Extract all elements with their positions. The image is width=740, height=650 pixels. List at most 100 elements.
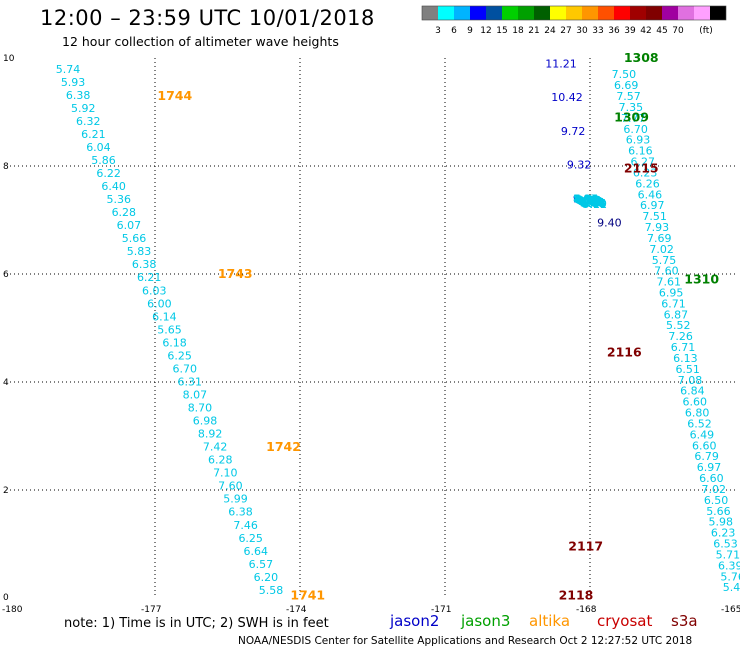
wave-height-point: 5.55	[582, 197, 607, 210]
wave-height-point: 7.69	[647, 232, 672, 245]
wave-height-point: 6.85	[578, 195, 603, 208]
pass-number-label: 1309	[614, 109, 649, 124]
wave-height-point: 7.02	[649, 243, 674, 256]
wave-height-point: 5.71	[716, 548, 740, 561]
wave-height-point: 6.67	[579, 196, 604, 209]
color-scale-legend: 3 6 9 12 15 18 21 24 27 30 33 36 39 42 45 70 (ft)	[421, 5, 727, 36]
wave-height-point: 5.93	[61, 76, 86, 89]
y-tick-label: 8	[3, 162, 9, 172]
wave-height-point: 6.18	[162, 336, 187, 349]
chart-title: 12:00 – 23:59 UTC 10/01/2018	[40, 6, 375, 30]
color-scale-label: 15	[496, 26, 507, 36]
wave-height-point: 9.40	[597, 217, 622, 230]
wave-height-point: 6.66	[579, 196, 604, 209]
wave-height-point: 6.53	[713, 538, 738, 551]
wave-height-point: 5.63	[580, 197, 605, 210]
wave-height-point: 10.42	[551, 91, 583, 104]
wave-height-point: 6.07	[117, 219, 142, 232]
color-scale-label: 18	[512, 26, 524, 36]
wave-height-point: 6.77	[576, 194, 601, 207]
wave-height-point: 6.75	[579, 196, 604, 209]
wave-height-point: 8.58	[575, 193, 600, 206]
wave-height-point: 6.28	[112, 206, 137, 219]
wave-height-point: 6.21	[81, 128, 106, 141]
wave-height-point: 5.52	[666, 319, 691, 332]
mission-label-jason2: jason2	[389, 612, 439, 630]
color-swatch	[662, 6, 678, 20]
wave-height-point: 6.70	[579, 196, 604, 209]
pass-number-label: 2115	[624, 161, 659, 176]
grid	[10, 58, 735, 598]
wave-height-point: 6.43	[581, 197, 606, 210]
wave-height-point: 5.40	[723, 581, 740, 594]
chart-subtitle: 12 hour collection of altimeter wave hei…	[62, 34, 339, 49]
wave-height-point: 6.93	[626, 134, 651, 147]
wave-height-point: 6.13	[673, 352, 698, 365]
color-scale-label: 6	[451, 26, 457, 36]
wave-height-point: 6.27	[631, 156, 656, 169]
wave-height-point: 8.02	[576, 194, 601, 207]
pass-number-label: 2117	[568, 539, 603, 554]
x-tick-label: -177	[141, 605, 161, 615]
wave-height-point: 6.84	[680, 385, 705, 398]
color-swatch	[678, 6, 694, 20]
wave-height-point: 6.46	[638, 188, 663, 201]
color-swatch	[454, 6, 470, 20]
x-tick-label: -171	[431, 605, 451, 615]
wave-height-point: 6.20	[254, 571, 279, 584]
wave-height-point: 8.07	[183, 388, 208, 401]
wave-height-point: 6.95	[659, 286, 684, 299]
color-swatch	[486, 6, 502, 20]
wave-height-point: 6.60	[683, 396, 708, 409]
y-tick-label: 4	[3, 378, 9, 388]
footer-credit: NOAA/NESDIS Center for Satellite Applica…	[238, 635, 692, 647]
wave-height-point: 6.60	[699, 472, 724, 485]
color-swatch	[534, 6, 550, 20]
pass-labels: 1744174317421741130813091310131211521162…	[157, 50, 719, 602]
wave-height-point: 6.16	[628, 145, 653, 158]
color-swatch	[518, 6, 534, 20]
wave-height-point: 8.97	[573, 192, 598, 205]
wave-height-point: 9.04	[573, 192, 598, 205]
wave-height-point: 6.79	[694, 450, 719, 463]
mission-label-cryosat: cryosat	[597, 612, 652, 630]
color-scale-label: 33	[592, 26, 603, 36]
wave-height-point: 7.61	[657, 276, 682, 289]
wave-height-point: 6.38	[228, 506, 253, 519]
wave-height-point: 5.22	[583, 198, 608, 211]
x-tick-label: -174	[286, 605, 307, 615]
wave-height-point: 7.87	[573, 193, 598, 206]
wave-height-point: 6.69	[614, 79, 639, 92]
color-swatch	[422, 6, 438, 20]
wave-height-point: 8.20	[574, 193, 599, 206]
y-tick-label: 2	[3, 486, 9, 496]
wave-height-point: 7.77	[621, 112, 646, 125]
wave-height-point: 6.60	[692, 439, 717, 452]
wave-height-point: 8.70	[188, 402, 213, 415]
wave-height-point: 7.04	[577, 195, 602, 208]
wave-height-point: 7.50	[612, 68, 637, 81]
wave-height-point: 8.99	[575, 194, 600, 207]
wave-height-point: 5.40	[582, 198, 607, 211]
color-swatch	[502, 6, 518, 20]
wave-height-point: 7.35	[619, 101, 644, 114]
wave-height-point: 6.28	[208, 454, 233, 467]
wave-height-point: 6.97	[640, 199, 665, 212]
data-points: 5.745.936.385.926.326.216.045.866.226.40…	[56, 57, 740, 597]
wave-height-point: 7.93	[645, 221, 670, 234]
wave-height-point: 6.38	[66, 89, 91, 102]
wave-height-point: 5.92	[71, 102, 96, 115]
color-swatch	[598, 6, 614, 20]
pass-number-label: 1742	[266, 439, 301, 454]
y-tick-label: 10	[3, 54, 15, 64]
wave-height-point: 7.60	[654, 265, 679, 278]
color-scale-label: 21	[528, 26, 539, 36]
color-swatch	[438, 6, 454, 20]
color-scale-label: 24	[544, 26, 556, 36]
wave-height-point: 6.71	[671, 341, 696, 354]
y-tick-label: 0	[3, 593, 9, 603]
color-scale-label: 30	[576, 26, 588, 36]
wave-height-point: 6.50	[704, 494, 729, 507]
wave-height-point: 5.66	[122, 232, 147, 245]
wave-height-point: 7.55	[578, 195, 603, 208]
